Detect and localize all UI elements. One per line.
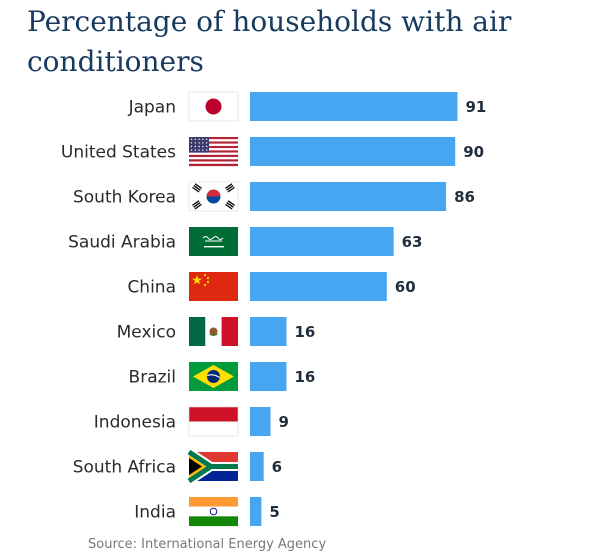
category-label: India [134, 503, 176, 523]
category-label: Indonesia [94, 413, 176, 433]
data-label: 63 [402, 233, 423, 251]
data-label: 16 [294, 323, 315, 341]
category-label: Brazil [129, 368, 176, 388]
india-flag-icon [189, 497, 238, 527]
china-flag-icon [189, 272, 238, 301]
bar [250, 362, 287, 391]
category-label: Saudi Arabia [68, 233, 176, 253]
category-label: South Korea [73, 188, 176, 208]
data-label: 60 [395, 278, 416, 296]
united-states-flag-icon [189, 137, 238, 167]
data-label: 16 [294, 368, 315, 386]
saudi-arabia-flag-icon [189, 227, 238, 256]
bar [250, 317, 287, 346]
data-label: 5 [269, 503, 279, 521]
brazil-flag-icon [189, 362, 238, 391]
category-label: Mexico [117, 323, 176, 343]
category-label: Japan [128, 98, 176, 118]
data-label: 91 [465, 98, 486, 116]
category-label: China [127, 278, 176, 298]
bar [250, 137, 456, 166]
bar [250, 272, 387, 301]
bar [250, 92, 458, 121]
category-label: United States [61, 143, 176, 163]
category-label: South Africa [73, 458, 176, 478]
japan-flag-icon [188, 91, 239, 122]
chart-title: Percentage of households with air condit… [27, 5, 512, 78]
south-korea-flag-icon [188, 181, 239, 212]
indonesia-flag-icon [188, 406, 239, 437]
bar [250, 497, 262, 526]
bar [250, 407, 271, 436]
data-label: 6 [272, 458, 282, 476]
bar [250, 227, 394, 256]
bar [250, 182, 447, 211]
bar [250, 452, 264, 481]
south-africa-flag-icon [186, 448, 238, 485]
data-label: 90 [463, 143, 484, 161]
mexico-flag-icon [189, 317, 238, 346]
source-note: Source: International Energy Agency [88, 537, 327, 552]
data-label: 9 [279, 413, 289, 431]
data-label: 86 [454, 188, 475, 206]
